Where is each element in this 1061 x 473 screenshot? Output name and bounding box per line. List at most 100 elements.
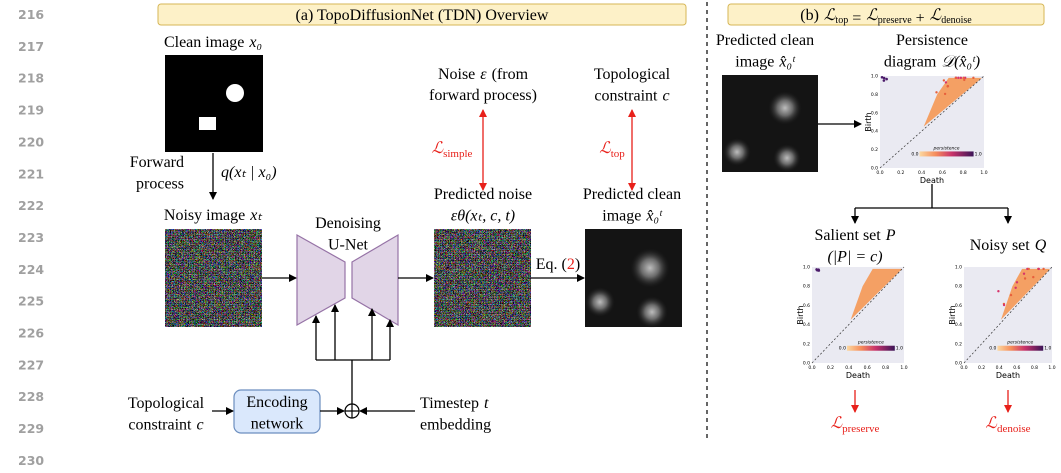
x-axis-label: Death [846, 371, 870, 380]
text-run: q(xₜ | x₀) [221, 164, 277, 181]
loss: ℒsimple [432, 140, 473, 160]
blob [585, 287, 615, 317]
point [815, 268, 818, 271]
text-run: image [735, 54, 774, 71]
text-run: ) [575, 256, 580, 273]
colorbar-label: 1.0 [975, 151, 982, 157]
point [943, 79, 945, 81]
label: constraintc [128, 417, 203, 434]
blob [723, 138, 751, 166]
blob [768, 91, 802, 125]
point [944, 93, 946, 95]
point [883, 77, 886, 80]
point [997, 290, 999, 292]
text-run: (|P| = c) [827, 249, 882, 266]
label: Noiseε(from [438, 66, 529, 83]
x-tick-label: 1.0 [980, 170, 987, 176]
shape [226, 84, 244, 102]
x-tick-label: 0.8 [882, 365, 889, 371]
label: U-Net [328, 237, 369, 254]
shape [199, 117, 216, 130]
y-tick-label: 0.2 [803, 341, 810, 347]
y-tick-label: 1.0 [803, 265, 810, 271]
text-run: 2 [567, 256, 575, 273]
colorbar-label: 1.0 [896, 346, 903, 352]
label: Timestep t [420, 395, 489, 412]
text-run: Noisy set [970, 237, 1031, 254]
loss: ℒdenoise [985, 415, 1030, 435]
y-tick-label: 0.8 [955, 284, 962, 290]
y-tick-label: 0.0 [871, 166, 878, 172]
loss: ℒtop [599, 140, 625, 160]
text-run: Timestep [420, 395, 479, 412]
text-run: Q [1035, 237, 1047, 254]
line-number: 225 [18, 294, 44, 309]
line-number: 219 [18, 103, 44, 118]
loss: ℒpreserve [831, 415, 880, 435]
text-run: Topological [594, 66, 671, 83]
text-run: Predicted noise [434, 186, 532, 203]
text-run: ℒ [930, 7, 942, 24]
point [1010, 294, 1012, 296]
line-number: 226 [18, 326, 44, 341]
text-run: ℒ [432, 140, 444, 157]
point [883, 79, 886, 82]
blob [636, 296, 668, 328]
point [1024, 277, 1026, 279]
point [955, 77, 957, 79]
label: εθ(xₜ, c, t) [451, 208, 515, 225]
point [960, 77, 962, 79]
label: Noisy imagexₜ [164, 207, 262, 224]
colorbar-label: 1.0 [1044, 346, 1051, 352]
point [1042, 268, 1044, 270]
text-run: (from [492, 66, 529, 83]
connector [316, 360, 390, 404]
text-run: preserve [842, 423, 879, 435]
point [962, 77, 964, 79]
point [1016, 281, 1018, 283]
x-tick-label: 0.2 [897, 170, 904, 176]
line-number: 223 [18, 230, 44, 245]
point [1003, 304, 1005, 306]
point [1038, 268, 1040, 270]
text-run: c [196, 417, 203, 434]
colorbar-title: persistence [1006, 340, 1033, 346]
y-tick-label: 0.2 [955, 341, 962, 347]
text-run: = [852, 10, 861, 27]
x-tick-label: 0.2 [978, 365, 985, 371]
text-run: Salient set [815, 227, 882, 244]
blob [630, 248, 670, 288]
text-run: ℒ [985, 415, 997, 432]
line-number: 227 [18, 357, 44, 372]
point [972, 77, 974, 79]
colorbar [997, 346, 1043, 351]
text-run: Predicted clean [716, 32, 814, 49]
text-run: t [484, 395, 489, 412]
text-run: P [885, 227, 896, 244]
text-run: denoise [997, 423, 1031, 435]
x-tick-label: 0.8 [960, 170, 967, 176]
label: q(xₜ | x₀) [221, 164, 277, 181]
y-tick-label: 1.0 [955, 265, 962, 271]
colorbar-label: 0.0 [989, 346, 996, 352]
text-run: Clean image [164, 34, 244, 51]
text-run: process [136, 176, 184, 193]
text-run: ℒ [599, 140, 611, 157]
line-number: 221 [18, 166, 44, 181]
point [945, 81, 947, 83]
text-run: Encoding [246, 394, 307, 411]
text-run: image [602, 208, 641, 225]
y-axis-label: Birth [796, 305, 805, 324]
point [957, 77, 959, 79]
text-run: xₜ [249, 207, 262, 224]
x-axis-label: Death [920, 176, 944, 185]
noisy-image [165, 229, 262, 327]
eq-ref: Eq. (2) [536, 256, 580, 273]
y-tick-label: 0.0 [803, 361, 810, 367]
label: Forward [130, 154, 184, 171]
header: (a) TopoDiffusionNet (TDN) Overview [296, 7, 549, 24]
